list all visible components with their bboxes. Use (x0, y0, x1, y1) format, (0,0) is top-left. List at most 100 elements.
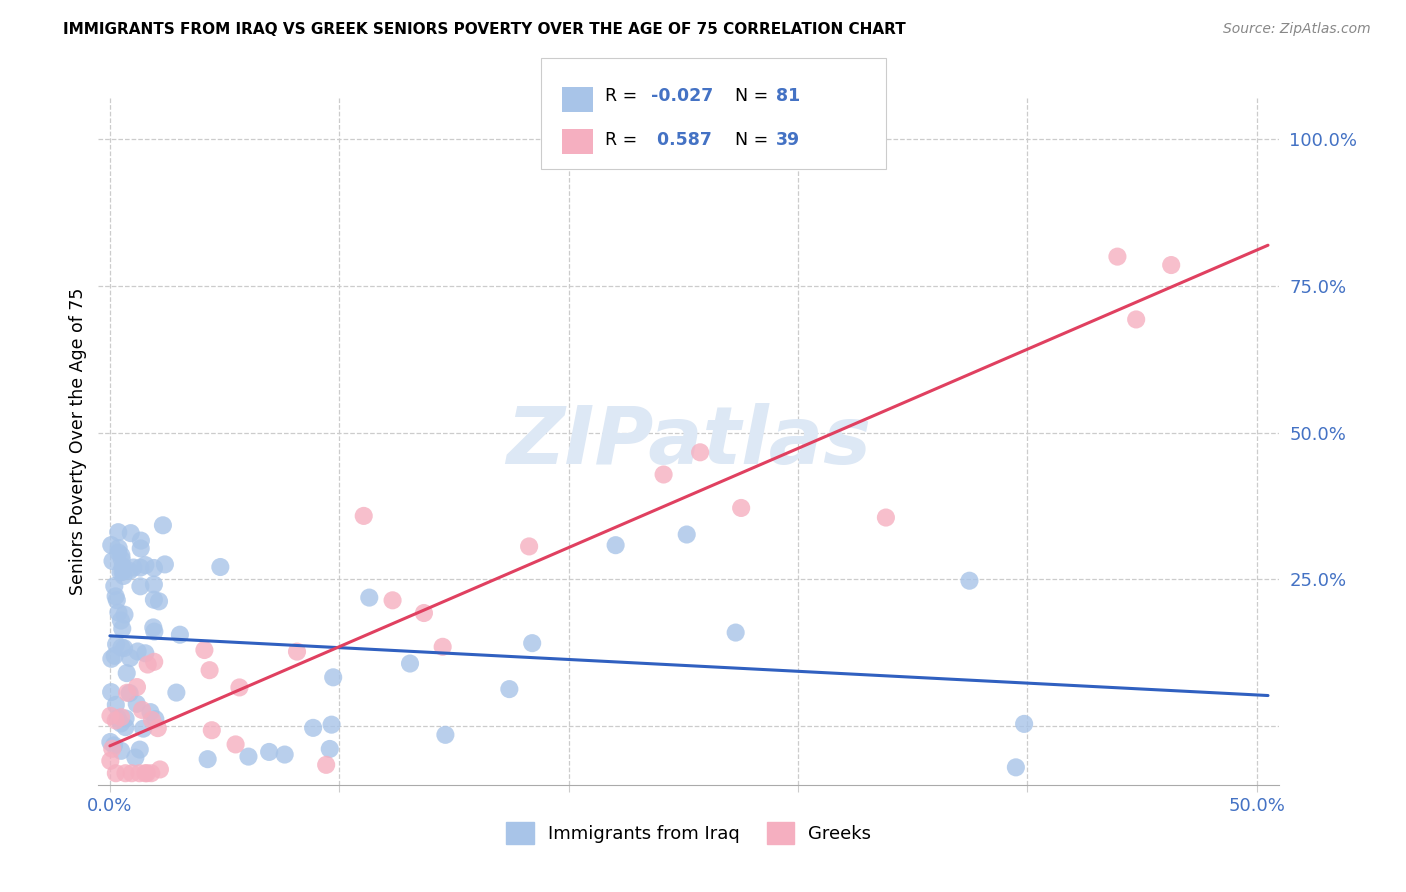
Text: IMMIGRANTS FROM IRAQ VS GREEK SENIORS POVERTY OVER THE AGE OF 75 CORRELATION CHA: IMMIGRANTS FROM IRAQ VS GREEK SENIORS PO… (63, 22, 905, 37)
Point (321, 717, 343, 731)
Point (125, 680, 148, 694)
Point (143, 561, 166, 575)
Point (201, 723, 224, 738)
Point (1107, 250, 1129, 264)
Point (110, 744, 132, 758)
Point (100, 685, 122, 699)
Point (730, 500, 752, 515)
Point (105, 593, 128, 607)
Point (1160, 258, 1182, 272)
Point (134, 558, 156, 573)
Point (322, 670, 344, 684)
Point (142, 620, 165, 634)
Point (114, 766, 136, 780)
Text: 0.587: 0.587 (651, 131, 711, 149)
Point (98, 735, 121, 749)
Point (225, 738, 247, 752)
Point (399, 657, 422, 671)
Point (110, 640, 132, 655)
Point (107, 606, 129, 620)
Point (103, 739, 125, 753)
Point (238, 749, 260, 764)
Point (104, 698, 127, 712)
Point (122, 560, 145, 574)
Point (107, 711, 129, 725)
Point (100, 652, 122, 666)
Text: -0.027: -0.027 (651, 87, 713, 105)
Point (285, 645, 308, 659)
Point (100, 538, 122, 552)
Point (101, 741, 124, 756)
Point (110, 614, 132, 628)
Point (101, 554, 124, 568)
Text: N =: N = (735, 131, 775, 149)
Point (128, 766, 150, 780)
Point (1005, 760, 1028, 774)
Text: Source: ZipAtlas.com: Source: ZipAtlas.com (1223, 22, 1371, 37)
Point (652, 467, 675, 482)
Point (107, 525, 129, 540)
Point (153, 558, 176, 572)
Point (120, 526, 142, 541)
Point (120, 651, 142, 665)
Point (353, 508, 375, 523)
Point (1125, 312, 1147, 326)
Point (432, 640, 454, 654)
Point (124, 750, 146, 764)
Point (129, 541, 152, 556)
Point (134, 646, 156, 660)
Text: 81: 81 (776, 87, 800, 105)
Point (129, 533, 152, 548)
Point (118, 564, 141, 578)
Point (118, 686, 141, 700)
Point (111, 552, 134, 566)
Point (104, 648, 127, 663)
Point (359, 591, 381, 605)
Point (148, 594, 170, 608)
Point (125, 697, 148, 711)
Point (110, 566, 132, 580)
Point (112, 641, 135, 656)
Point (257, 745, 280, 759)
Point (135, 766, 157, 780)
Point (131, 703, 153, 717)
Point (197, 752, 219, 766)
Point (112, 569, 135, 583)
Point (1012, 717, 1035, 731)
Point (146, 721, 169, 735)
Point (111, 565, 134, 579)
Point (198, 663, 221, 677)
Point (315, 757, 337, 772)
Point (142, 592, 165, 607)
Point (111, 559, 134, 574)
Point (141, 713, 163, 727)
Text: R =: R = (605, 131, 643, 149)
Point (605, 538, 627, 552)
Point (104, 766, 127, 780)
Point (381, 593, 404, 607)
Point (149, 763, 172, 777)
Point (115, 666, 138, 681)
Point (522, 636, 544, 650)
Legend: Immigrants from Iraq, Greeks: Immigrants from Iraq, Greeks (499, 815, 879, 852)
Point (114, 607, 136, 622)
Text: N =: N = (735, 87, 775, 105)
Point (724, 625, 747, 640)
Point (110, 716, 132, 731)
Point (100, 708, 122, 723)
Point (115, 686, 138, 700)
Point (165, 685, 187, 699)
Point (152, 518, 174, 533)
Point (128, 742, 150, 756)
Point (121, 766, 143, 780)
Point (228, 681, 250, 695)
Text: ZIPatlas: ZIPatlas (506, 402, 872, 481)
Point (302, 721, 325, 735)
Text: R =: R = (605, 87, 643, 105)
Point (142, 577, 165, 591)
Point (959, 574, 981, 588)
Y-axis label: Seniors Poverty Over the Age of 75: Seniors Poverty Over the Age of 75 (69, 288, 87, 595)
Point (141, 766, 163, 780)
Point (498, 682, 520, 697)
Point (127, 644, 149, 658)
